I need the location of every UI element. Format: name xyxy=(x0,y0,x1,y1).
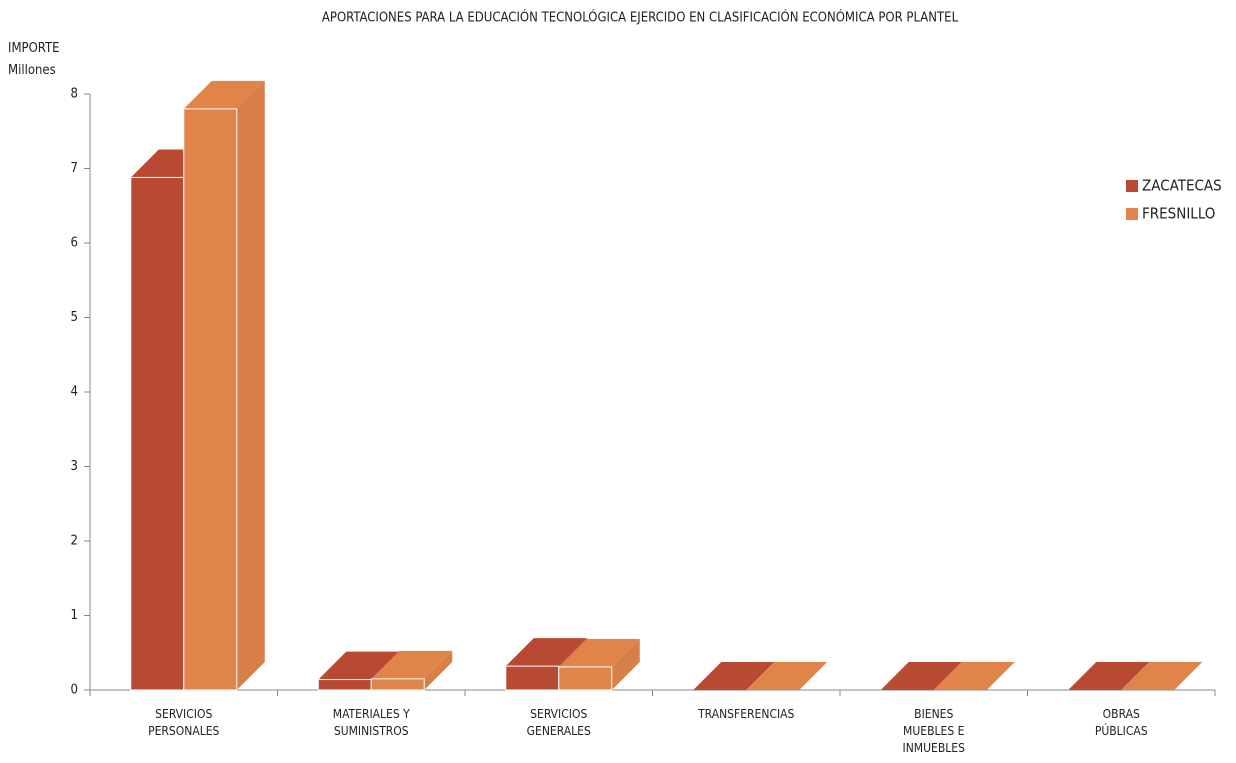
bar xyxy=(880,662,962,690)
bar xyxy=(746,662,828,690)
bar xyxy=(370,650,453,691)
x-tick-label: SERVICIOS GENERALES xyxy=(526,707,591,738)
bar-front xyxy=(370,678,425,691)
y-tick-label: 1 xyxy=(71,608,78,623)
y-tick-label: 2 xyxy=(71,534,78,549)
y-tick-label: 8 xyxy=(71,87,78,102)
legend-swatch xyxy=(1126,208,1138,220)
bar xyxy=(183,80,265,691)
bar-side xyxy=(424,650,453,690)
x-tick-label: BIENES MUEBLES E INMUEBLES xyxy=(902,707,965,755)
bar xyxy=(1068,662,1150,690)
x-tick-label: OBRAS PÚBLICAS xyxy=(1094,707,1148,738)
bar-top xyxy=(318,651,400,680)
bar-front xyxy=(505,665,560,691)
bar-top xyxy=(746,662,828,690)
bar-top xyxy=(505,638,587,667)
legend-swatch xyxy=(1126,180,1138,192)
bar-top xyxy=(933,662,1015,690)
y-tick-label: 4 xyxy=(71,385,78,400)
bar xyxy=(1121,662,1203,690)
y-axis-label: IMPORTE Millones xyxy=(8,41,60,78)
y-tick-label: 5 xyxy=(71,310,78,325)
bar-front xyxy=(130,176,185,691)
bar-top xyxy=(371,650,453,679)
bar xyxy=(558,638,640,691)
x-tick-label: SERVICIOS PERSONALES xyxy=(148,707,220,738)
bar-top xyxy=(880,662,962,690)
y-tick-label: 6 xyxy=(71,236,78,251)
y-tick-label: 0 xyxy=(71,683,78,698)
bar-top xyxy=(1068,662,1150,690)
y-tick-label: 7 xyxy=(71,161,78,176)
bar-top xyxy=(1121,662,1203,690)
bar xyxy=(693,662,775,690)
bar-top xyxy=(183,80,265,109)
chart-title: APORTACIONES PARA LA EDUCACIÓN TECNOLÓGI… xyxy=(322,10,959,26)
bar-front xyxy=(183,108,238,691)
bar-front xyxy=(317,679,372,691)
bar-top xyxy=(693,662,775,690)
bar-front xyxy=(558,666,613,691)
y-tick-label: 3 xyxy=(71,459,78,474)
x-tick-label: MATERIALES Y SUMINISTROS xyxy=(332,707,410,738)
bar xyxy=(933,662,1015,690)
bar-side xyxy=(236,80,265,690)
bar-side xyxy=(611,638,640,690)
x-tick-label: TRANSFERENCIAS xyxy=(698,707,795,721)
bar-top xyxy=(558,638,640,667)
legend-label: FRESNILLO xyxy=(1142,205,1215,223)
legend-label: ZACATECAS xyxy=(1142,177,1222,195)
